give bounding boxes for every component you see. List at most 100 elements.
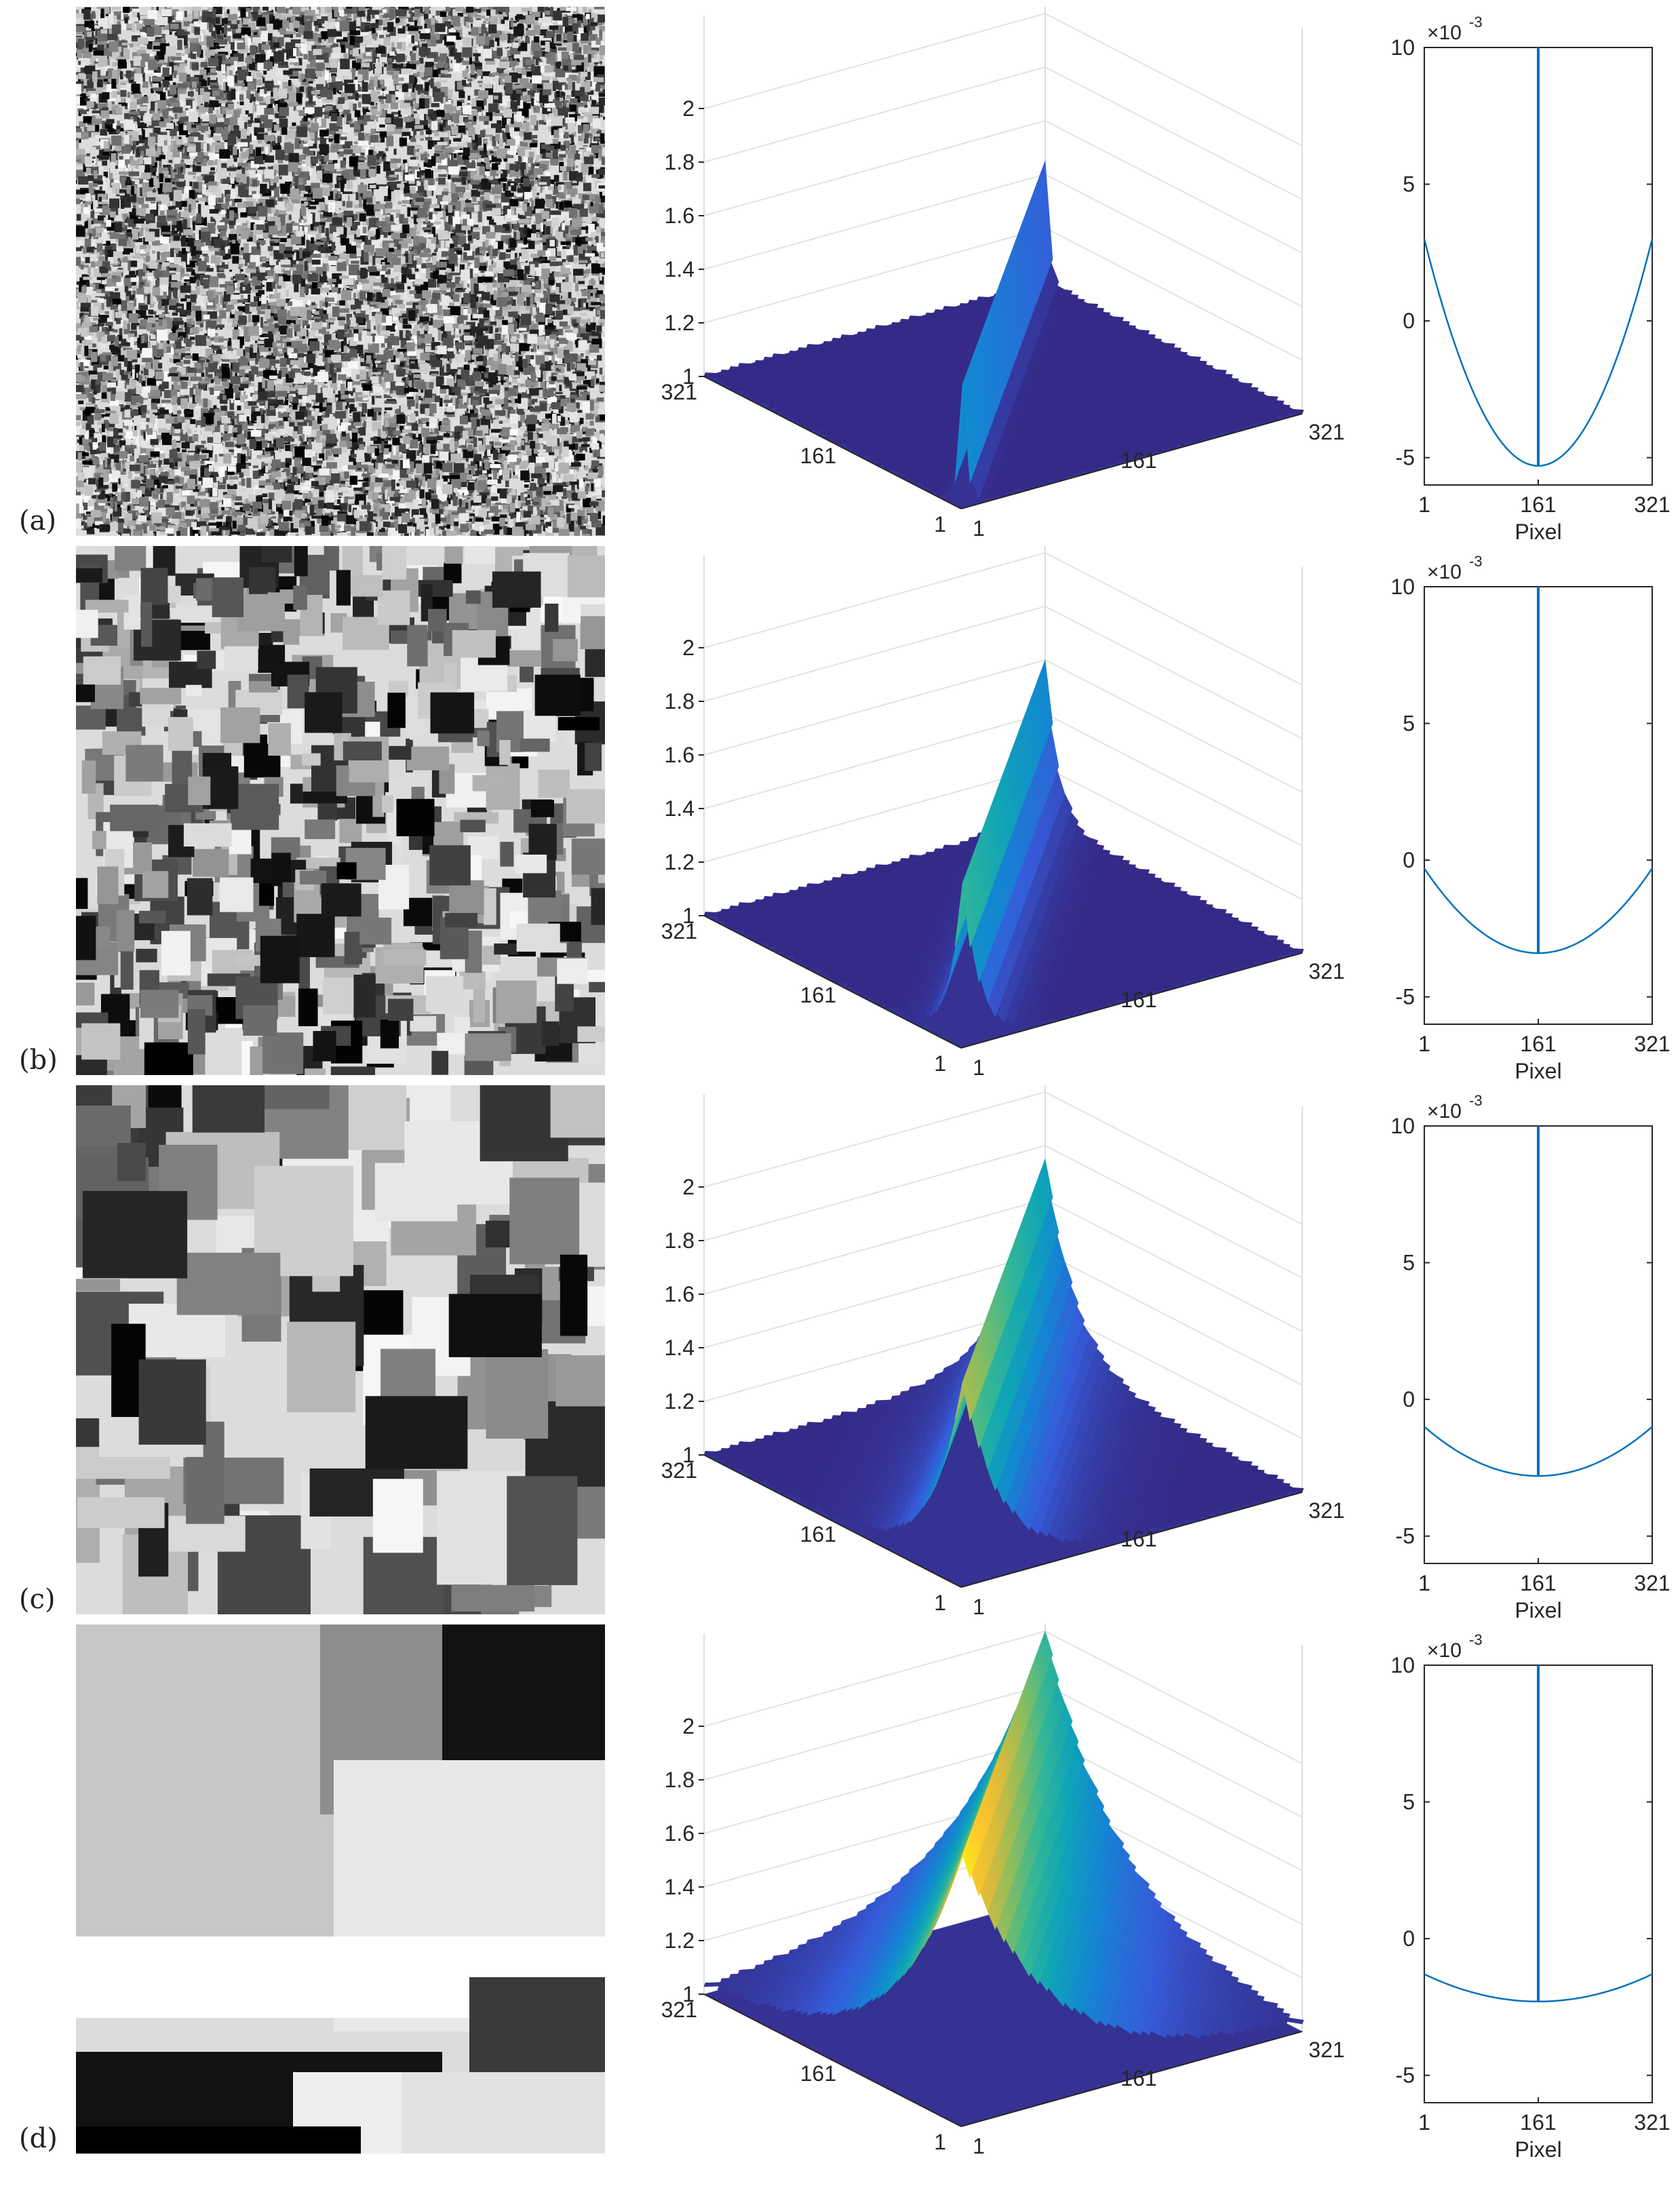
y-tick-label: 0 bbox=[1403, 309, 1415, 333]
y-tick-label: 0 bbox=[1403, 848, 1415, 872]
surface-patch bbox=[897, 1007, 907, 1013]
surface-patch bbox=[857, 452, 867, 457]
surface-patch bbox=[794, 416, 804, 422]
z-tick-label: 1.2 bbox=[665, 311, 695, 335]
surface-patch bbox=[922, 483, 933, 488]
surface-patch bbox=[794, 956, 804, 961]
z-tick-label: 1 bbox=[682, 1443, 695, 1467]
surface-patch bbox=[763, 356, 773, 362]
y-exponent: ×10 bbox=[1427, 561, 1462, 583]
axis-tick-label: 1 bbox=[934, 512, 946, 537]
surface-patch bbox=[851, 447, 861, 452]
surface-patch bbox=[729, 925, 739, 930]
surface-patch bbox=[754, 899, 764, 904]
x-tick-label: 161 bbox=[1520, 1032, 1556, 1056]
x-axis-label: Pixel bbox=[1515, 520, 1561, 544]
surface-patch bbox=[856, 870, 866, 876]
texture-image bbox=[76, 7, 605, 536]
z-tick-label: 1.2 bbox=[665, 850, 695, 874]
surface-patch bbox=[871, 995, 881, 1000]
surface-patch bbox=[856, 331, 866, 336]
surface-patch bbox=[908, 854, 918, 859]
surface-patch bbox=[1048, 1013, 1058, 1019]
axis-tick-label: 321 bbox=[1308, 959, 1344, 984]
axis-tick-label: 161 bbox=[800, 444, 836, 468]
x-tick-label: 1 bbox=[1418, 492, 1430, 517]
axis-tick-label: 1 bbox=[973, 516, 985, 541]
surface-patch bbox=[737, 363, 747, 368]
z-tick-label: 1.8 bbox=[665, 689, 695, 714]
surface-patch bbox=[924, 851, 935, 857]
surface-patch bbox=[723, 920, 733, 926]
surface-patch bbox=[720, 369, 730, 374]
surface-patch bbox=[874, 325, 884, 330]
z-tick-label: 1.8 bbox=[665, 1228, 695, 1253]
surface-patch bbox=[1055, 1014, 1066, 1019]
surface-patch bbox=[929, 487, 939, 492]
surface-patch bbox=[772, 893, 782, 898]
x-tick-label: 321 bbox=[1634, 492, 1670, 517]
surface-patch bbox=[933, 309, 943, 314]
z-tick-label: 1.4 bbox=[665, 1336, 695, 1360]
surface-patch bbox=[703, 372, 714, 378]
z-tick-label: 1.6 bbox=[665, 203, 695, 228]
axis-tick-label: 321 bbox=[661, 919, 697, 943]
surface-patch bbox=[976, 296, 986, 302]
z-tick-label: 1.2 bbox=[665, 1389, 695, 1414]
z-tick-label: 1.6 bbox=[665, 743, 695, 767]
axis-tick-label: 161 bbox=[1120, 448, 1156, 473]
y-tick-label: -5 bbox=[1396, 446, 1415, 470]
surface-patch bbox=[909, 1013, 919, 1019]
profile-curve bbox=[1423, 868, 1654, 954]
x-axis-label: Pixel bbox=[1515, 1059, 1561, 1083]
surface-patch bbox=[775, 947, 785, 952]
surface-patch bbox=[820, 969, 830, 974]
surface-patch bbox=[826, 973, 836, 979]
surface-patch bbox=[903, 473, 913, 479]
z-tick-label: 2 bbox=[682, 1175, 695, 1199]
axis-tick-label: 161 bbox=[800, 983, 836, 1007]
figure-row: (b) 1 1.2 1.4 1.6 1.8 2 321 161 1 1 161 321 -5 0 5 10 1 16… bbox=[0, 546, 1680, 1089]
surface-patch bbox=[797, 347, 807, 352]
surface-patch bbox=[883, 1003, 893, 1009]
surface-patch bbox=[717, 377, 727, 382]
panel-label: (c) bbox=[19, 1584, 56, 1615]
surface-patch bbox=[924, 312, 935, 317]
surface-patch bbox=[877, 461, 887, 466]
surface-patch bbox=[781, 951, 791, 956]
x-tick-label: 321 bbox=[1634, 1032, 1670, 1056]
figure-row: (a) 1 1.2 1.4 1.6 1.8 2 321 161 1 1 161 321 -5 0 5 10 1 16… bbox=[0, 7, 1680, 549]
surface-patch bbox=[781, 412, 791, 417]
surface-patch bbox=[942, 306, 952, 311]
surface-patch bbox=[935, 491, 945, 496]
surface-patch bbox=[891, 861, 901, 866]
surface-patch bbox=[851, 986, 861, 992]
panel-label: (a) bbox=[19, 505, 56, 537]
surface-patch bbox=[723, 381, 733, 387]
surface-patch bbox=[772, 353, 782, 359]
surface-patch bbox=[775, 408, 785, 413]
surface-patch bbox=[857, 990, 867, 996]
surface-patch bbox=[935, 995, 945, 1013]
surface-patch bbox=[743, 390, 753, 395]
surface-patch bbox=[846, 443, 856, 448]
surface-patch bbox=[846, 982, 856, 988]
surface-patch bbox=[754, 359, 764, 365]
y-exponent-power: -3 bbox=[1469, 14, 1483, 31]
surface-patch bbox=[806, 965, 817, 970]
surface-patch bbox=[899, 857, 910, 863]
surface-patch bbox=[797, 886, 807, 891]
axis-tick-label: 1 bbox=[934, 1051, 946, 1076]
surface-patch bbox=[922, 1009, 933, 1019]
surface-patch bbox=[800, 960, 810, 965]
z-tick-label: 2 bbox=[682, 636, 695, 660]
z-tick-label: 1 bbox=[682, 364, 695, 389]
z-tick-label: 1.4 bbox=[665, 257, 695, 281]
surface-patch bbox=[871, 456, 881, 461]
surface-patch bbox=[749, 394, 759, 400]
surface-patch bbox=[743, 929, 753, 935]
surface-patch bbox=[800, 421, 810, 426]
surface-patch bbox=[877, 999, 887, 1005]
